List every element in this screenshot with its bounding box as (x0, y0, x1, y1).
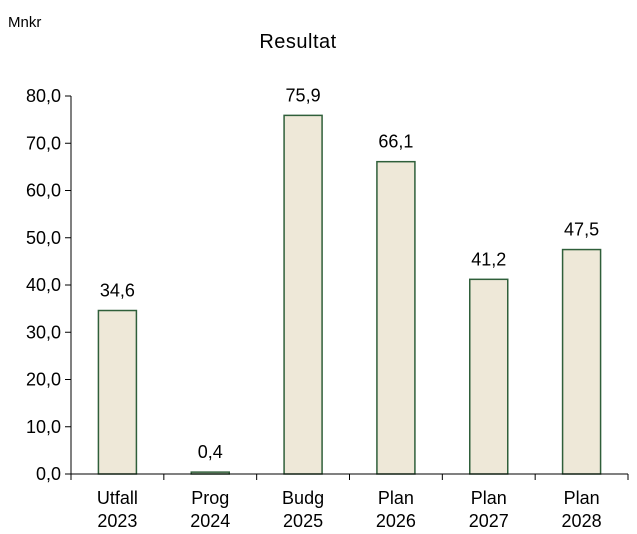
x-tick-label: 2023 (97, 511, 137, 531)
x-tick-label: Plan (564, 488, 600, 508)
data-label: 41,2 (471, 249, 506, 269)
x-tick-label: Plan (471, 488, 507, 508)
bar (283, 114, 323, 475)
x-tick-label: 2026 (376, 511, 416, 531)
y-tick-label: 60,0 (26, 181, 61, 201)
data-labels: 34,6 0,4 75,9 66,1 41,2 47,5 (100, 85, 599, 462)
x-tick-label: 2027 (469, 511, 509, 531)
x-tick-label: Prog (191, 488, 229, 508)
bar (376, 160, 416, 475)
x-tick-label: Budg (282, 488, 324, 508)
y-axis: 0,0 10,0 20,0 30,0 40,0 50,0 60,0 70,0 80,0 (26, 86, 71, 484)
y-tick-label: 80,0 (26, 86, 61, 106)
y-tick-label: 0,0 (36, 464, 61, 484)
x-tick-label: Plan (378, 488, 414, 508)
x-tick-label: 2025 (283, 511, 323, 531)
bars (97, 114, 602, 475)
x-tick-label: Utfall (97, 488, 138, 508)
bar (97, 309, 138, 475)
x-tick-label: 2024 (190, 511, 230, 531)
y-tick-label: 20,0 (26, 370, 61, 390)
y-tick-label: 30,0 (26, 322, 61, 342)
y-axis-unit-label: Mnkr (8, 14, 41, 31)
chart-title: Resultat (259, 31, 336, 53)
data-label: 0,4 (198, 442, 223, 462)
data-label: 34,6 (100, 281, 135, 301)
x-tick-label: 2028 (562, 511, 602, 531)
bar (561, 248, 602, 475)
data-label: 47,5 (564, 220, 599, 240)
x-axis: Utfall 2023 Prog 2024 Budg 2025 Plan 2026 Plan 20… (70, 474, 629, 531)
y-tick-label: 10,0 (26, 417, 61, 437)
y-tick-label: 40,0 (26, 275, 61, 295)
y-tick-label: 50,0 (26, 228, 61, 248)
data-label: 75,9 (286, 85, 321, 105)
bar (469, 278, 509, 475)
y-tick-label: 70,0 (26, 133, 61, 153)
data-label: 66,1 (378, 132, 413, 152)
